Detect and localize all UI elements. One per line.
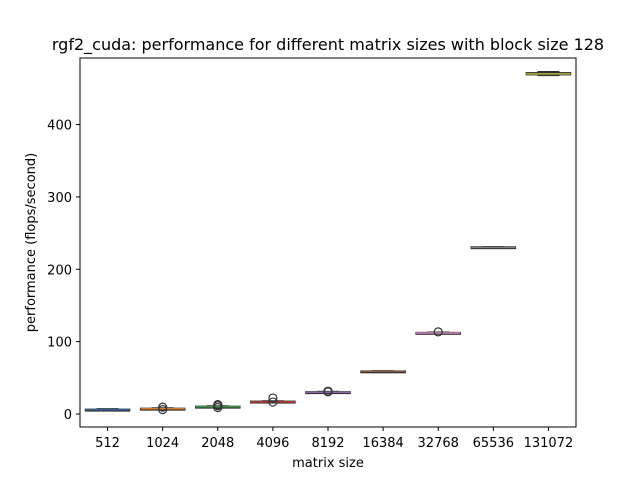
box-512 bbox=[84, 408, 131, 412]
box-4096 bbox=[250, 393, 296, 407]
x-tick-label: 1024 bbox=[146, 436, 179, 451]
x-tick-label: 4096 bbox=[256, 436, 289, 451]
outlier-point bbox=[268, 393, 278, 403]
chart-title: rgf2_cuda: performance for different mat… bbox=[52, 35, 604, 55]
x-tick-label: 65536 bbox=[473, 436, 514, 451]
y-tick-label: 0 bbox=[64, 408, 72, 423]
outlier-point bbox=[268, 397, 278, 407]
x-tick-label: 32768 bbox=[418, 436, 459, 451]
outlier-point bbox=[158, 402, 168, 412]
y-tick-label: 200 bbox=[47, 263, 72, 278]
y-tick-label: 300 bbox=[47, 191, 72, 206]
plot-frame bbox=[79, 57, 577, 428]
box-16384 bbox=[360, 370, 406, 374]
y-tick-label: 400 bbox=[47, 119, 72, 134]
x-tick-label: 8192 bbox=[311, 436, 344, 451]
x-axis-label: matrix size bbox=[292, 456, 364, 471]
box-131072 bbox=[525, 70, 572, 77]
x-tick-label: 16384 bbox=[362, 436, 403, 451]
box-32768 bbox=[415, 327, 462, 337]
x-tick-label: 131072 bbox=[524, 436, 574, 451]
outlier-point bbox=[213, 399, 223, 410]
y-tick-label: 100 bbox=[47, 336, 72, 351]
box-8192 bbox=[305, 386, 351, 397]
outlier-point bbox=[433, 327, 443, 337]
plot-area bbox=[84, 70, 572, 415]
box-1024 bbox=[139, 402, 186, 415]
x-tick-label: 512 bbox=[95, 436, 120, 451]
box-2048 bbox=[194, 399, 241, 413]
outlier-point bbox=[323, 386, 333, 396]
x-tick-label: 2048 bbox=[201, 436, 234, 451]
box-65536 bbox=[470, 245, 517, 250]
outlier-point bbox=[158, 405, 168, 415]
y-axis-label: performance (flops/second) bbox=[24, 153, 39, 332]
